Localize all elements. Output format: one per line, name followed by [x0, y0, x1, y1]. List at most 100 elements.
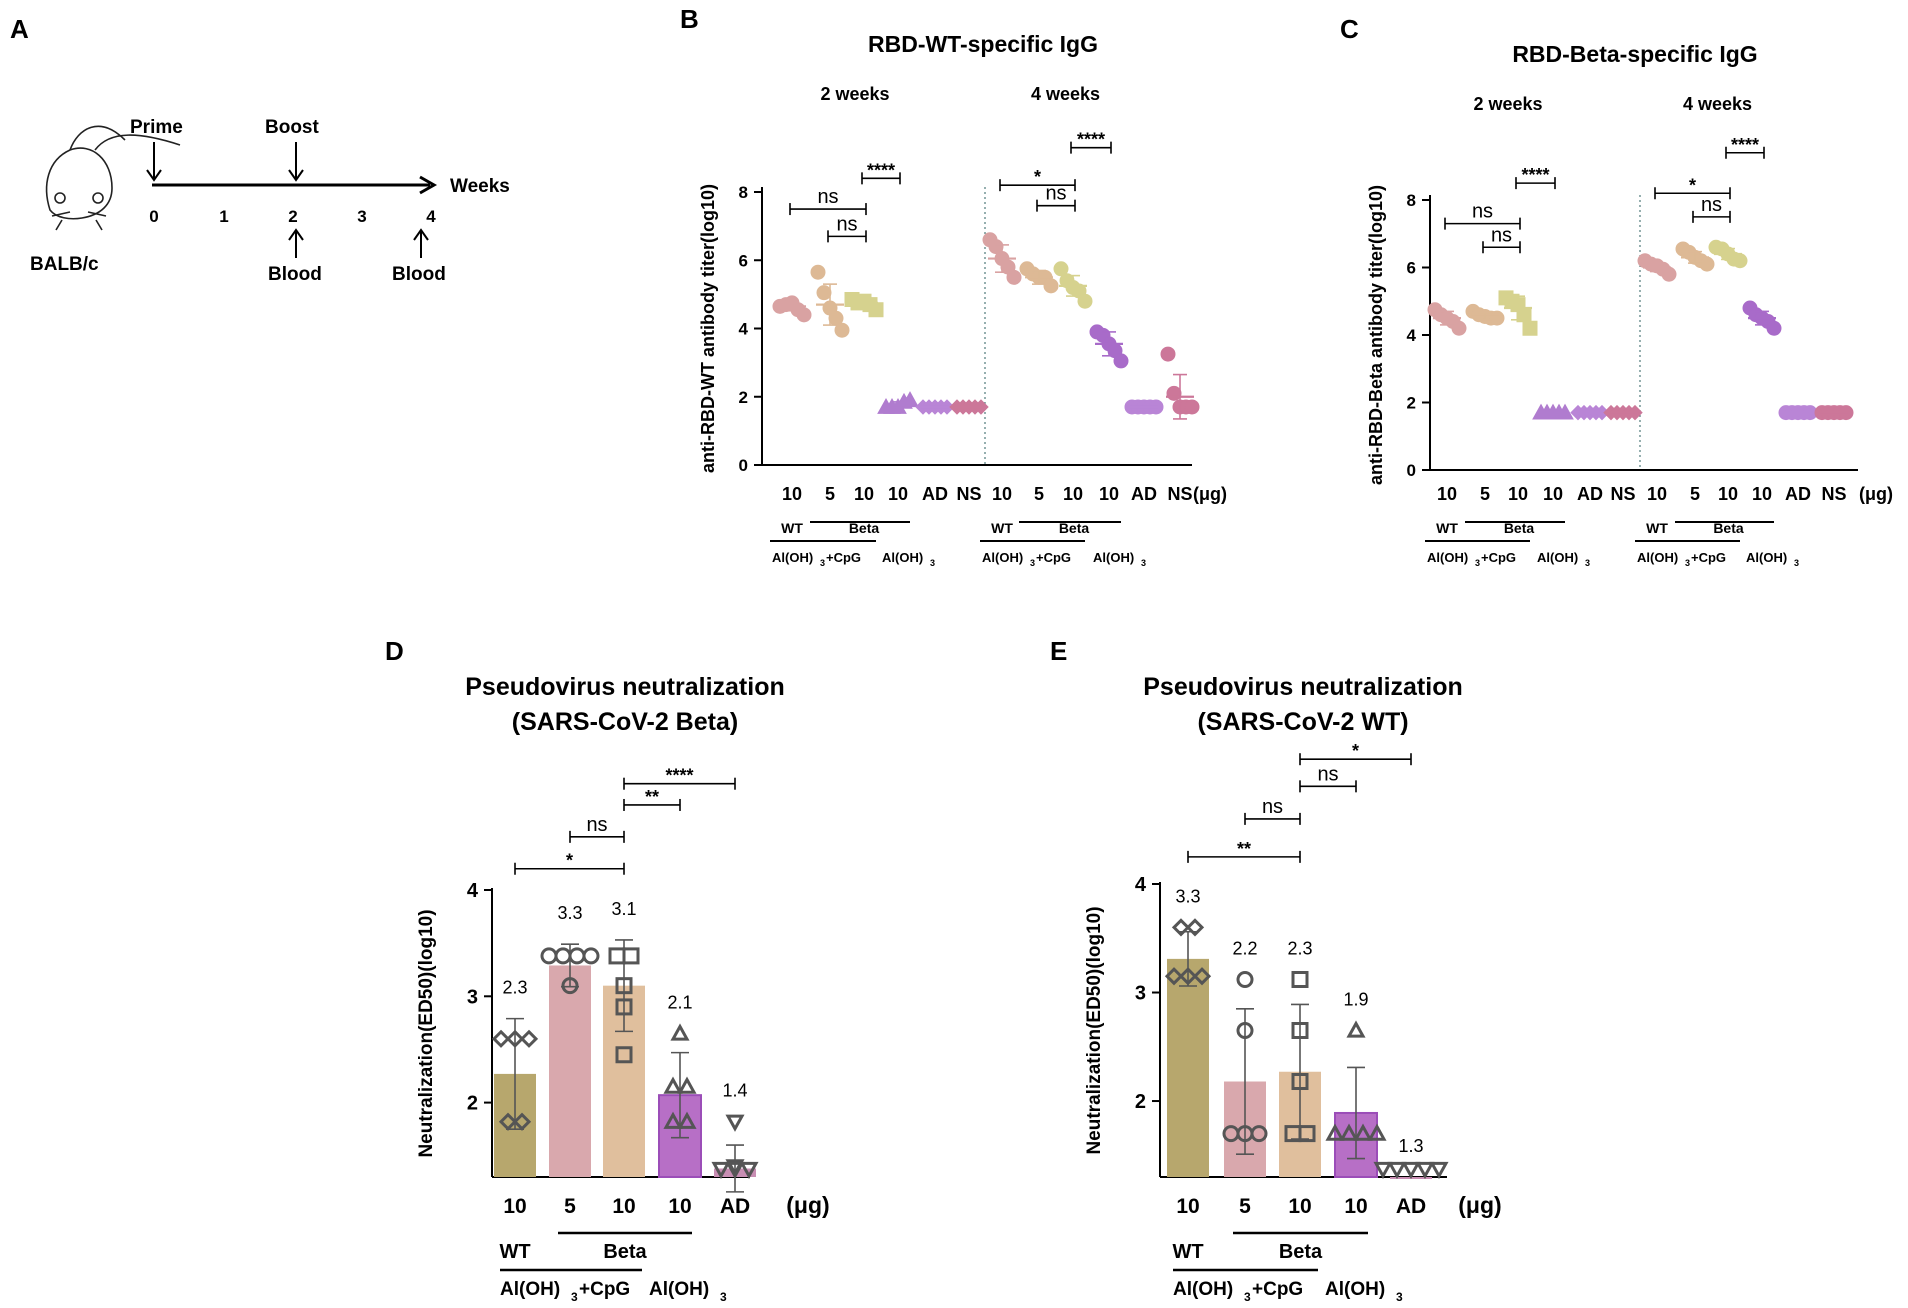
- series-0: [982, 232, 1022, 285]
- dose-label: 10: [1543, 484, 1563, 504]
- blood-label-week2: Blood: [268, 264, 322, 285]
- adjuvant-cpg-suffix: +CpG: [1252, 1279, 1303, 1300]
- unit-label: (μg): [786, 1192, 829, 1218]
- data-point: [1339, 1123, 1359, 1141]
- data-point: [615, 998, 633, 1016]
- data-point: [1236, 1022, 1254, 1039]
- dose-label: NS: [1167, 484, 1192, 504]
- data-point: [1053, 261, 1069, 277]
- adjuvant-cpg-label: Al(OH): [1173, 1279, 1233, 1300]
- series-4: [1570, 404, 1610, 421]
- subscript-3: 3: [1396, 1290, 1403, 1304]
- y-tick-label: 4: [1407, 326, 1417, 345]
- sig-label: ns: [1317, 763, 1338, 785]
- adjuvant-aloh-label: Al(OH): [1325, 1279, 1385, 1300]
- group-label: 2 weeks: [1473, 94, 1542, 114]
- strain-label: BALB/c: [30, 254, 99, 275]
- data-point: [561, 977, 579, 995]
- data-point: [1291, 1022, 1309, 1039]
- data-point: [663, 1076, 683, 1094]
- subscript-3: 3: [1244, 1290, 1251, 1304]
- tick-4: 4: [426, 207, 436, 226]
- panel-c: C RBD-Beta-specific IgG 0 2 4 6 8 anti-RBD-Beta…: [1340, 14, 1893, 568]
- significance-1: ns: [1692, 194, 1731, 223]
- bar-value-label: 1.3: [1398, 1136, 1423, 1156]
- data-point: [1192, 967, 1212, 986]
- series-2: [1498, 290, 1538, 336]
- dose-label: 10: [1288, 1195, 1311, 1218]
- data-point: [1732, 253, 1748, 269]
- adjuvant-aloh-label: Al(OH): [649, 1279, 709, 1300]
- data-point: [554, 947, 572, 965]
- data-point: [725, 1114, 745, 1132]
- adjuvant-cpg-suffix: +CpG: [1036, 550, 1071, 565]
- wt-label: WT: [991, 520, 1013, 536]
- sig-label: ****: [1077, 130, 1105, 150]
- dose-label: 5: [1690, 484, 1700, 504]
- weeks-label: Weeks: [450, 176, 510, 197]
- dose-label: NS: [1821, 484, 1846, 504]
- data-point: [677, 1076, 697, 1094]
- group-label: 4 weeks: [1683, 94, 1752, 114]
- y-axis-label: anti-RBD-WT antibody titer(log10): [698, 184, 718, 473]
- wt-label: WT: [781, 520, 803, 536]
- subscript-3: 3: [1030, 558, 1035, 568]
- y-tick-label: 4: [739, 320, 749, 339]
- chart-title: RBD-Beta-specific IgG: [1512, 41, 1757, 67]
- adjuvant-cpg-suffix: +CpG: [826, 550, 861, 565]
- significance-0: **: [1187, 839, 1301, 863]
- subscript-3: 3: [1794, 558, 1799, 568]
- data-point: [901, 391, 919, 408]
- data-point: [1166, 385, 1182, 401]
- group-label: 2 weeks: [820, 84, 889, 104]
- dose-label: 10: [668, 1195, 691, 1218]
- panel-letter-e: E: [1050, 636, 1067, 666]
- data-point: [1522, 320, 1538, 336]
- data-point: [1401, 1161, 1421, 1180]
- significance-2: ****: [861, 160, 901, 185]
- bar-value-label: 2.1: [667, 993, 692, 1013]
- data-point: [1387, 1161, 1407, 1180]
- adjuvant-cpg-label: Al(OH): [1427, 550, 1468, 565]
- panel-d: D Pseudovirus neutralization (SARS-CoV-2 B…: [385, 636, 830, 1304]
- data-point: [1250, 1125, 1268, 1143]
- panel-letter-c: C: [1340, 14, 1359, 44]
- sig-label: ns: [1472, 201, 1493, 223]
- unit-label: (μg): [1859, 484, 1893, 504]
- bar: [549, 965, 591, 1177]
- unit-label: (μg): [1458, 1192, 1501, 1218]
- significance-2: ****: [1515, 165, 1556, 190]
- data-point: [1164, 967, 1184, 986]
- wt-label: WT: [499, 1241, 530, 1263]
- dose-label: AD: [922, 484, 948, 504]
- sig-label: ****: [1731, 135, 1759, 155]
- subscript-3: 3: [930, 558, 935, 568]
- series-5: [949, 399, 989, 415]
- y-tick-label: 3: [1135, 983, 1146, 1005]
- dose-label: 10: [782, 484, 802, 504]
- series-4: [1778, 405, 1818, 421]
- y-tick-label: 0: [1407, 461, 1416, 480]
- timeline-ticks: 0 1 2 3 4: [149, 207, 436, 226]
- adjuvant-cpg-label: Al(OH): [982, 550, 1023, 565]
- subscript-3: 3: [720, 1290, 727, 1304]
- series-3: [1089, 324, 1129, 369]
- y-tick-label: 2: [467, 1093, 478, 1115]
- series-1: [810, 264, 850, 338]
- sig-label: ns: [1262, 796, 1283, 818]
- significance-1: ns: [827, 213, 867, 243]
- data-point: [988, 239, 1004, 255]
- dose-label: 5: [825, 484, 835, 504]
- chart-subtitle: (SARS-CoV-2 WT): [1197, 708, 1408, 736]
- data-point: [1171, 918, 1191, 937]
- data-point: [608, 947, 626, 965]
- data-point: [1766, 320, 1782, 336]
- data-point: [1415, 1161, 1435, 1180]
- data-point: [1429, 1161, 1449, 1180]
- dose-label: 10: [1508, 484, 1528, 504]
- panel-b: B RBD-WT-specific IgG 0 2 4 6 8 anti-RBD-WT ant…: [680, 4, 1227, 568]
- bar-value-label: 3.3: [1175, 886, 1200, 906]
- dose-label: AD: [1396, 1195, 1426, 1218]
